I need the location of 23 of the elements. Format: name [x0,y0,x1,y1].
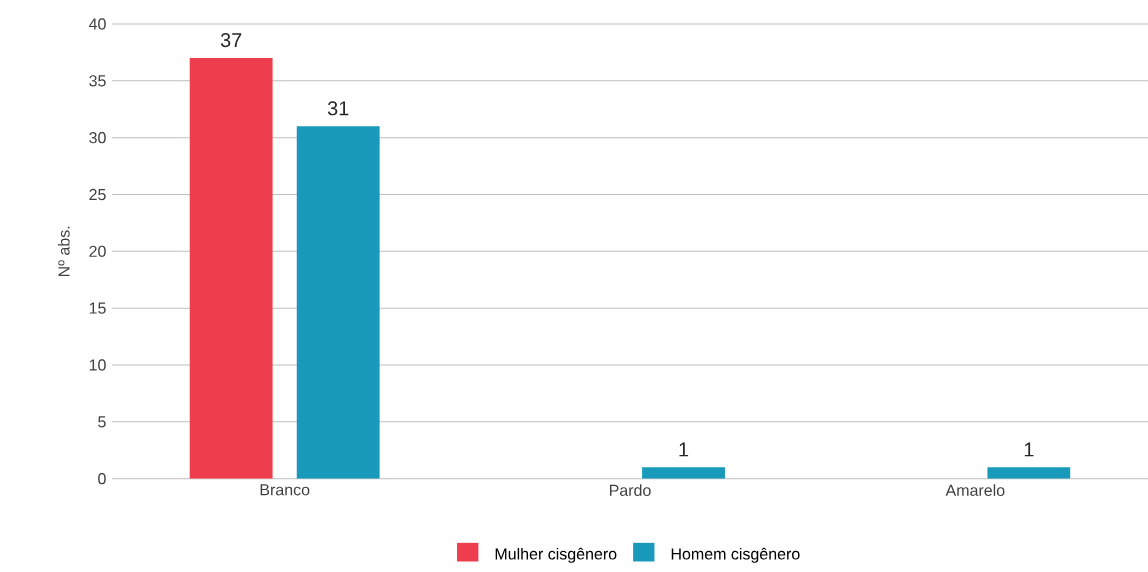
bar [189,58,273,479]
y-tick-label: 30 [89,132,106,144]
legend-label: Homem cisgênero [671,547,800,563]
y-tick-label: 0 [98,473,106,485]
bar [296,126,380,479]
y-tick-label: 35 [89,75,106,87]
bar [642,467,725,479]
y-axis-title: Nº abs. [57,226,70,277]
data-label: 1 [1024,442,1034,457]
legend-label: Mulher cisgênero [495,547,617,563]
y-tick-label: 20 [89,245,106,257]
data-label: 37 [220,33,242,48]
x-tick-label: Branco [260,484,310,496]
y-tick-label: 25 [89,188,106,201]
bar [987,467,1071,479]
data-label: 31 [327,101,349,116]
y-tick-label: 10 [89,359,106,371]
x-tick-label: Amarelo [945,484,1005,497]
y-tick-label: 15 [89,302,106,314]
y-tick-label: 5 [98,416,106,428]
y-tick-label: 40 [88,18,106,30]
data-label: 1 [679,442,689,457]
x-tick-label: Pardo [609,484,651,497]
